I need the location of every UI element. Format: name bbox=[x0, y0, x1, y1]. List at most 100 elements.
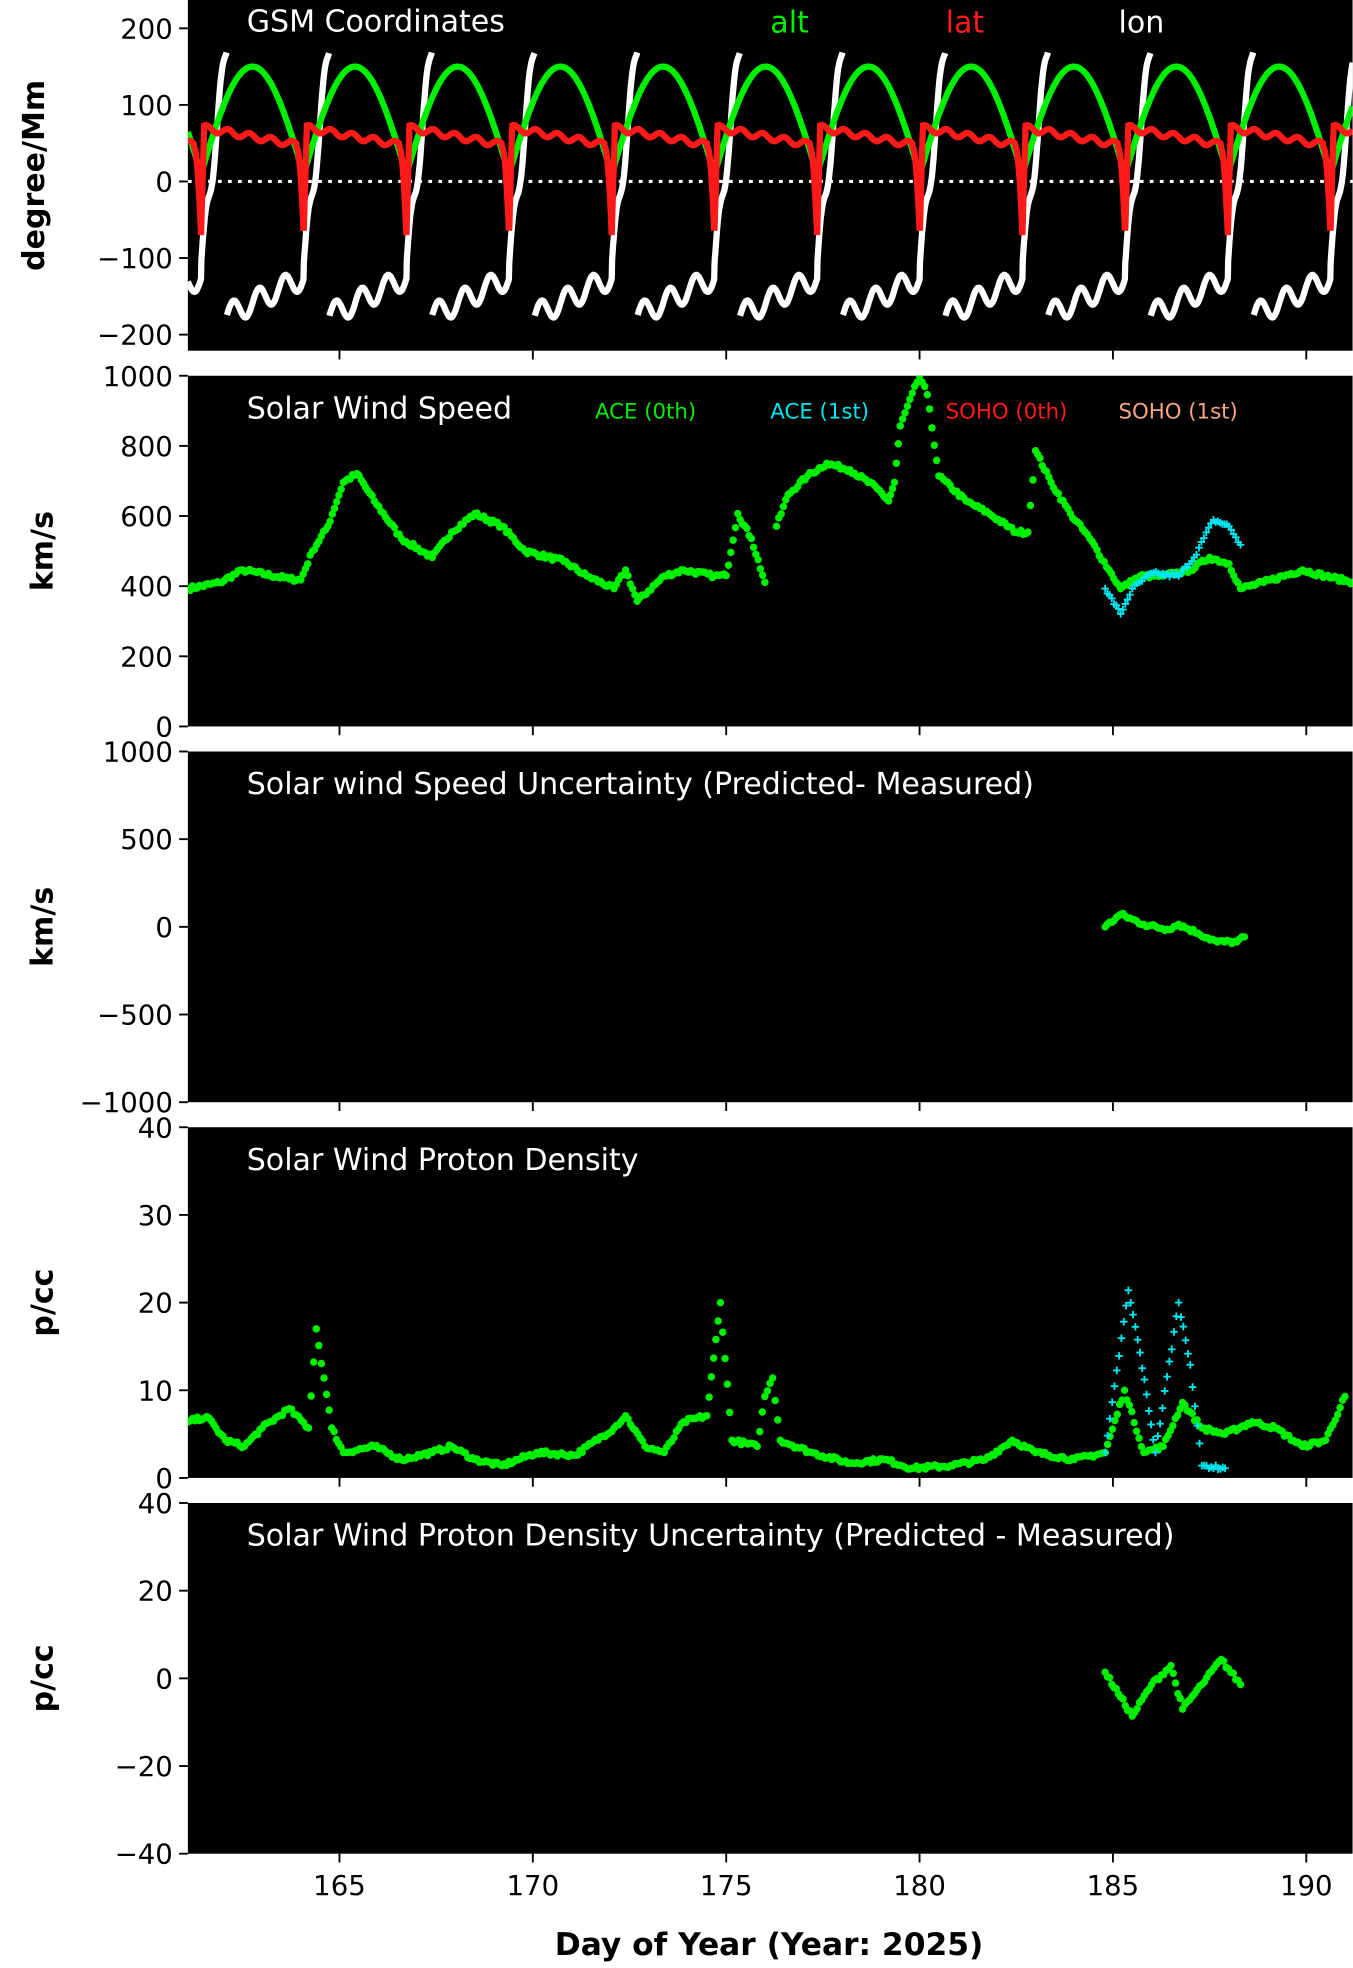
panel-4: 40 30 20 10 0 p/cc Solar Wind Proton Density bbox=[26, 1112, 1353, 1495]
data-point-plus bbox=[1117, 1334, 1126, 1342]
x-tick-label: 170 bbox=[507, 1870, 560, 1902]
data-point-plus bbox=[1140, 1375, 1149, 1384]
data-point bbox=[768, 1374, 777, 1382]
data-point bbox=[771, 1396, 779, 1405]
data-point bbox=[749, 543, 758, 552]
data-point bbox=[890, 478, 899, 487]
data-point-plus bbox=[1119, 605, 1127, 614]
panel-title: Solar Wind Proton Density bbox=[247, 1143, 639, 1178]
alt-series bbox=[187, 63, 1353, 185]
data-point-plus bbox=[1177, 1313, 1185, 1321]
data-point bbox=[892, 459, 901, 468]
data-point bbox=[624, 571, 632, 580]
data-point-plus bbox=[1170, 1328, 1178, 1336]
y-tick-label: 40 bbox=[138, 1112, 173, 1144]
legend-lat: lat bbox=[946, 6, 985, 41]
x-tick-label: 175 bbox=[700, 1870, 753, 1902]
data-point-plus bbox=[1165, 1357, 1174, 1366]
data-point bbox=[753, 1442, 761, 1451]
data-point-plus bbox=[1179, 1322, 1188, 1331]
data-point bbox=[1132, 1427, 1141, 1436]
x-tick-label: 185 bbox=[1087, 1870, 1140, 1902]
data-point bbox=[297, 576, 305, 584]
data-point bbox=[725, 1408, 734, 1417]
data-point bbox=[925, 405, 934, 413]
data-point bbox=[777, 510, 785, 518]
data-point-plus bbox=[1116, 610, 1125, 618]
data-point-plus bbox=[1212, 1461, 1220, 1470]
data-point-plus bbox=[1106, 1414, 1114, 1423]
data-point bbox=[932, 456, 941, 465]
data-point-plus bbox=[1131, 1323, 1140, 1331]
data-point bbox=[722, 571, 730, 580]
data-point-plus bbox=[1142, 1390, 1151, 1399]
data-point bbox=[758, 1408, 767, 1416]
y-axis-label: p/cc bbox=[26, 1644, 61, 1712]
plot-marks bbox=[187, 51, 1353, 321]
data-point bbox=[1133, 1704, 1141, 1713]
data-point bbox=[1181, 1401, 1189, 1409]
data-point-plus bbox=[1112, 601, 1121, 609]
data-point-plus bbox=[1232, 533, 1240, 542]
data-point bbox=[1321, 1436, 1330, 1445]
data-point bbox=[1128, 1407, 1136, 1416]
data-point-plus bbox=[1197, 538, 1206, 546]
data-point bbox=[772, 522, 781, 530]
data-point bbox=[886, 491, 895, 499]
data-point bbox=[1137, 1442, 1146, 1451]
y-tick-label: 1000 bbox=[103, 737, 173, 769]
data-point-plus bbox=[1188, 1383, 1197, 1391]
data-point bbox=[1169, 1669, 1178, 1678]
legend-item: ACE (0th) bbox=[595, 399, 696, 424]
data-point bbox=[723, 1380, 732, 1388]
data-point bbox=[901, 409, 909, 417]
data-point bbox=[1103, 1440, 1112, 1449]
data-point-plus bbox=[1126, 1298, 1135, 1307]
data-point-plus bbox=[1184, 1349, 1192, 1358]
y-tick-label: −1000 bbox=[80, 1087, 173, 1119]
data-point bbox=[703, 1411, 711, 1420]
y-tick-label: 0 bbox=[155, 912, 173, 944]
panel-2: 1000 800 600 400 200 0 km/s ACE (0th) ACE (1st) S… bbox=[26, 361, 1353, 743]
y-tick-label: 30 bbox=[138, 1200, 173, 1232]
data-point bbox=[628, 585, 637, 593]
legend-item: SOHO (1st) bbox=[1118, 399, 1237, 424]
data-point-plus bbox=[1236, 541, 1245, 549]
data-point bbox=[335, 491, 343, 499]
data-point bbox=[743, 524, 751, 533]
data-point bbox=[1333, 1410, 1342, 1419]
data-point bbox=[621, 566, 630, 574]
data-point bbox=[1225, 559, 1233, 568]
data-point bbox=[315, 1341, 323, 1350]
data-point-plus bbox=[1204, 523, 1213, 532]
data-point bbox=[779, 502, 788, 511]
data-point bbox=[322, 1390, 331, 1399]
data-point bbox=[317, 1359, 326, 1368]
data-point bbox=[763, 1387, 772, 1395]
data-point bbox=[1135, 1434, 1143, 1442]
data-point bbox=[731, 523, 740, 532]
data-point bbox=[734, 509, 742, 518]
legend-alt: alt bbox=[770, 6, 809, 41]
data-point-plus bbox=[1191, 1402, 1199, 1411]
data-point-plus bbox=[1101, 584, 1109, 593]
data-point-plus bbox=[1177, 569, 1185, 578]
data-point bbox=[756, 565, 765, 573]
y-axis-label: degree/Mm bbox=[17, 80, 52, 271]
plot-marks bbox=[1101, 1655, 1245, 1720]
data-point-plus bbox=[1186, 1361, 1195, 1369]
y-tick-label: −200 bbox=[97, 320, 173, 352]
data-point bbox=[888, 484, 897, 493]
data-point-plus bbox=[1101, 1448, 1109, 1457]
data-point-plus bbox=[1126, 590, 1134, 599]
y-axis-label: p/cc bbox=[26, 1269, 61, 1337]
data-point-plus bbox=[1158, 1404, 1167, 1412]
data-point bbox=[1120, 1386, 1129, 1395]
data-point bbox=[1029, 476, 1037, 484]
data-point bbox=[774, 1416, 782, 1424]
data-point bbox=[1176, 1694, 1184, 1703]
data-point bbox=[1240, 933, 1249, 941]
y-tick-label: −100 bbox=[97, 243, 173, 275]
data-point-plus bbox=[1110, 1382, 1119, 1390]
